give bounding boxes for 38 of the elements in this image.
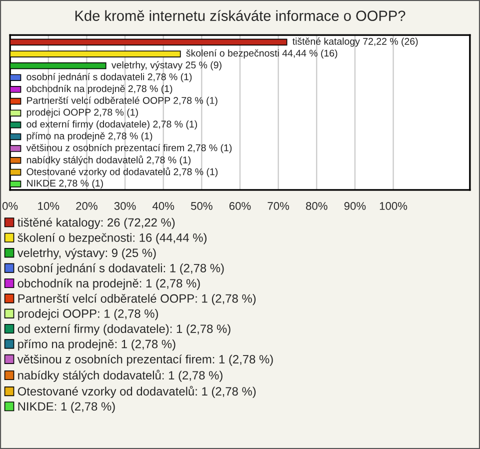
x-tick-label: 20% <box>76 202 98 210</box>
data-label: přímo na prodejně 2,78 % (1) <box>26 132 152 142</box>
data-label: většinou z osobních prezentací firem 2,78 % (1) <box>26 144 232 154</box>
legend-label: od externí firmy (dodavatele): 1 (2,78 %) <box>18 324 230 336</box>
data-label: školení o bezpečnosti 44,44 % (16) <box>186 49 338 59</box>
x-tick-label: 100% <box>380 202 408 210</box>
data-label: Otestované vzorky od dodavatelů 2,78 % (1) <box>26 167 218 178</box>
x-tick-label: 90% <box>344 202 366 210</box>
legend-label: Otestované vzorky od dodavatelů: 1 (2,78 %) <box>18 386 256 398</box>
x-tick-label: 80% <box>306 202 328 210</box>
legend-label: přímo na prodejně: 1 (2,78 %) <box>18 339 176 351</box>
legend-label: veletrhy, výstavy: 9 (25 %) <box>17 248 156 260</box>
data-label: od externí firmy (dodavatele) 2,78 % (1) <box>26 120 197 130</box>
legend-label: prodejci OOPP: 1 (2,78 %) <box>18 309 158 320</box>
legend-label: NIKDE: 1 (2,78 %) <box>18 402 115 414</box>
legend-label: většinou z osobních prezentací firem: 1 (2,78 %) <box>17 354 273 366</box>
x-tick-label: 40% <box>152 202 174 210</box>
x-tick-label: 70% <box>268 202 290 210</box>
data-label: veletrhy, výstavy 25 % (9) <box>111 61 222 70</box>
legend-label: školení o bezpečnosti: 16 (44,44 %) <box>18 232 206 244</box>
data-label: obchodník na prodejně 2,78 % (1) <box>26 84 172 94</box>
x-tick-label: 60% <box>229 202 251 210</box>
x-tick-label: 50% <box>191 202 212 210</box>
data-label: tištěné katalogy 72,22 % (26) <box>292 38 418 47</box>
legend-label: nabídky stálých dodavatelů: 1 (2,78 %) <box>18 370 222 382</box>
data-label: Partnerští velcí odběratelé OOPP 2,78 % (1) <box>27 96 218 106</box>
data-label: nabídky stálých dodavatelů 2,78 % (1) <box>26 155 191 166</box>
chart-title: Kde kromě internetu získáváte informace o OOPP? <box>75 10 406 21</box>
legend-label: osobní jednání s dodavateli: 1 (2,78 %) <box>18 263 224 275</box>
x-tick-label: 0% <box>2 202 18 210</box>
x-tick-label: 30% <box>114 202 136 210</box>
data-label: NIKDE 2,78 % (1) <box>27 179 103 189</box>
x-tick-label: 10% <box>38 202 60 210</box>
legend-label: tištěné katalogy: 26 (72,22 %) <box>18 218 175 230</box>
legend-label: Partnerští velcí odběratelé OOPP: 1 (2,78 %) <box>18 294 256 306</box>
data-label: osobní jednání s dodavateli 2,78 % (1) <box>26 73 192 82</box>
legend-label: obchodník na prodejně: 1 (2,78 %) <box>18 278 200 290</box>
data-label: prodejci OOPP 2,78 % (1) <box>26 108 138 118</box>
